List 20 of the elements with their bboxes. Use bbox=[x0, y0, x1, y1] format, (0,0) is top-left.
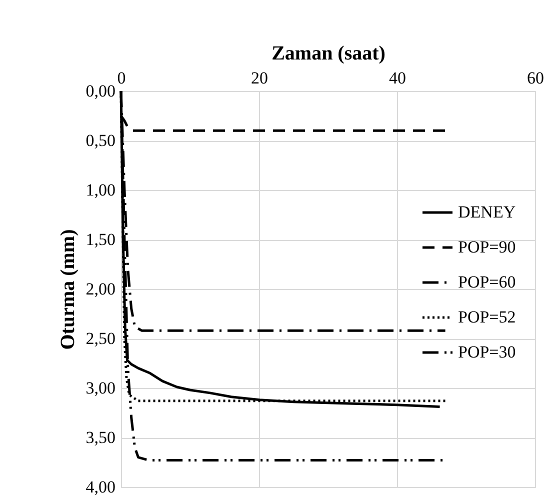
y-tick-label: 1,50 bbox=[86, 230, 116, 249]
y-tick-label: 4,00 bbox=[86, 478, 116, 496]
legend-label: POP=60 bbox=[458, 272, 516, 292]
y-tick-label: 2,00 bbox=[86, 280, 116, 298]
legend-label: DENEY bbox=[458, 202, 516, 222]
y-axis-title: Oturma (mm) bbox=[56, 229, 79, 350]
legend-label: POP=30 bbox=[458, 342, 516, 362]
y-tick-label: 2,50 bbox=[86, 329, 116, 348]
x-tick-label: 60 bbox=[527, 68, 544, 88]
y-tick-label: 3,50 bbox=[86, 428, 116, 447]
y-tick-label: 1,00 bbox=[86, 180, 116, 200]
legend-label: POP=90 bbox=[458, 238, 516, 256]
x-tick-label: 20 bbox=[251, 68, 268, 88]
y-tick-label: 0,50 bbox=[86, 131, 116, 150]
y-tick-label: 3,00 bbox=[86, 378, 116, 398]
x-tick-label: 0 bbox=[117, 68, 126, 88]
y-tick-label: 0,00 bbox=[86, 82, 116, 100]
legend-label: POP=52 bbox=[458, 308, 516, 326]
x-tick-label: 40 bbox=[389, 68, 406, 88]
x-axis-title: Zaman (saat) bbox=[272, 42, 386, 64]
